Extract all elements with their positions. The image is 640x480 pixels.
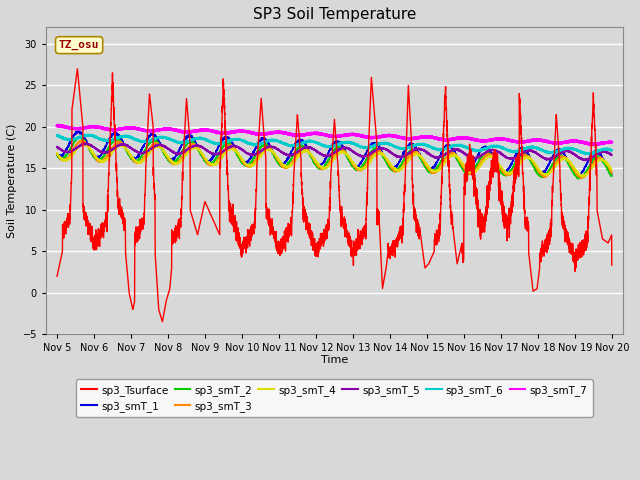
X-axis label: Time: Time <box>321 355 348 365</box>
Title: SP3 Soil Temperature: SP3 Soil Temperature <box>253 7 416 22</box>
Legend: sp3_Tsurface, sp3_smT_1, sp3_smT_2, sp3_smT_3, sp3_smT_4, sp3_smT_5, sp3_smT_6, : sp3_Tsurface, sp3_smT_1, sp3_smT_2, sp3_… <box>76 380 593 417</box>
Y-axis label: Soil Temperature (C): Soil Temperature (C) <box>7 124 17 238</box>
Text: TZ_osu: TZ_osu <box>59 40 99 50</box>
